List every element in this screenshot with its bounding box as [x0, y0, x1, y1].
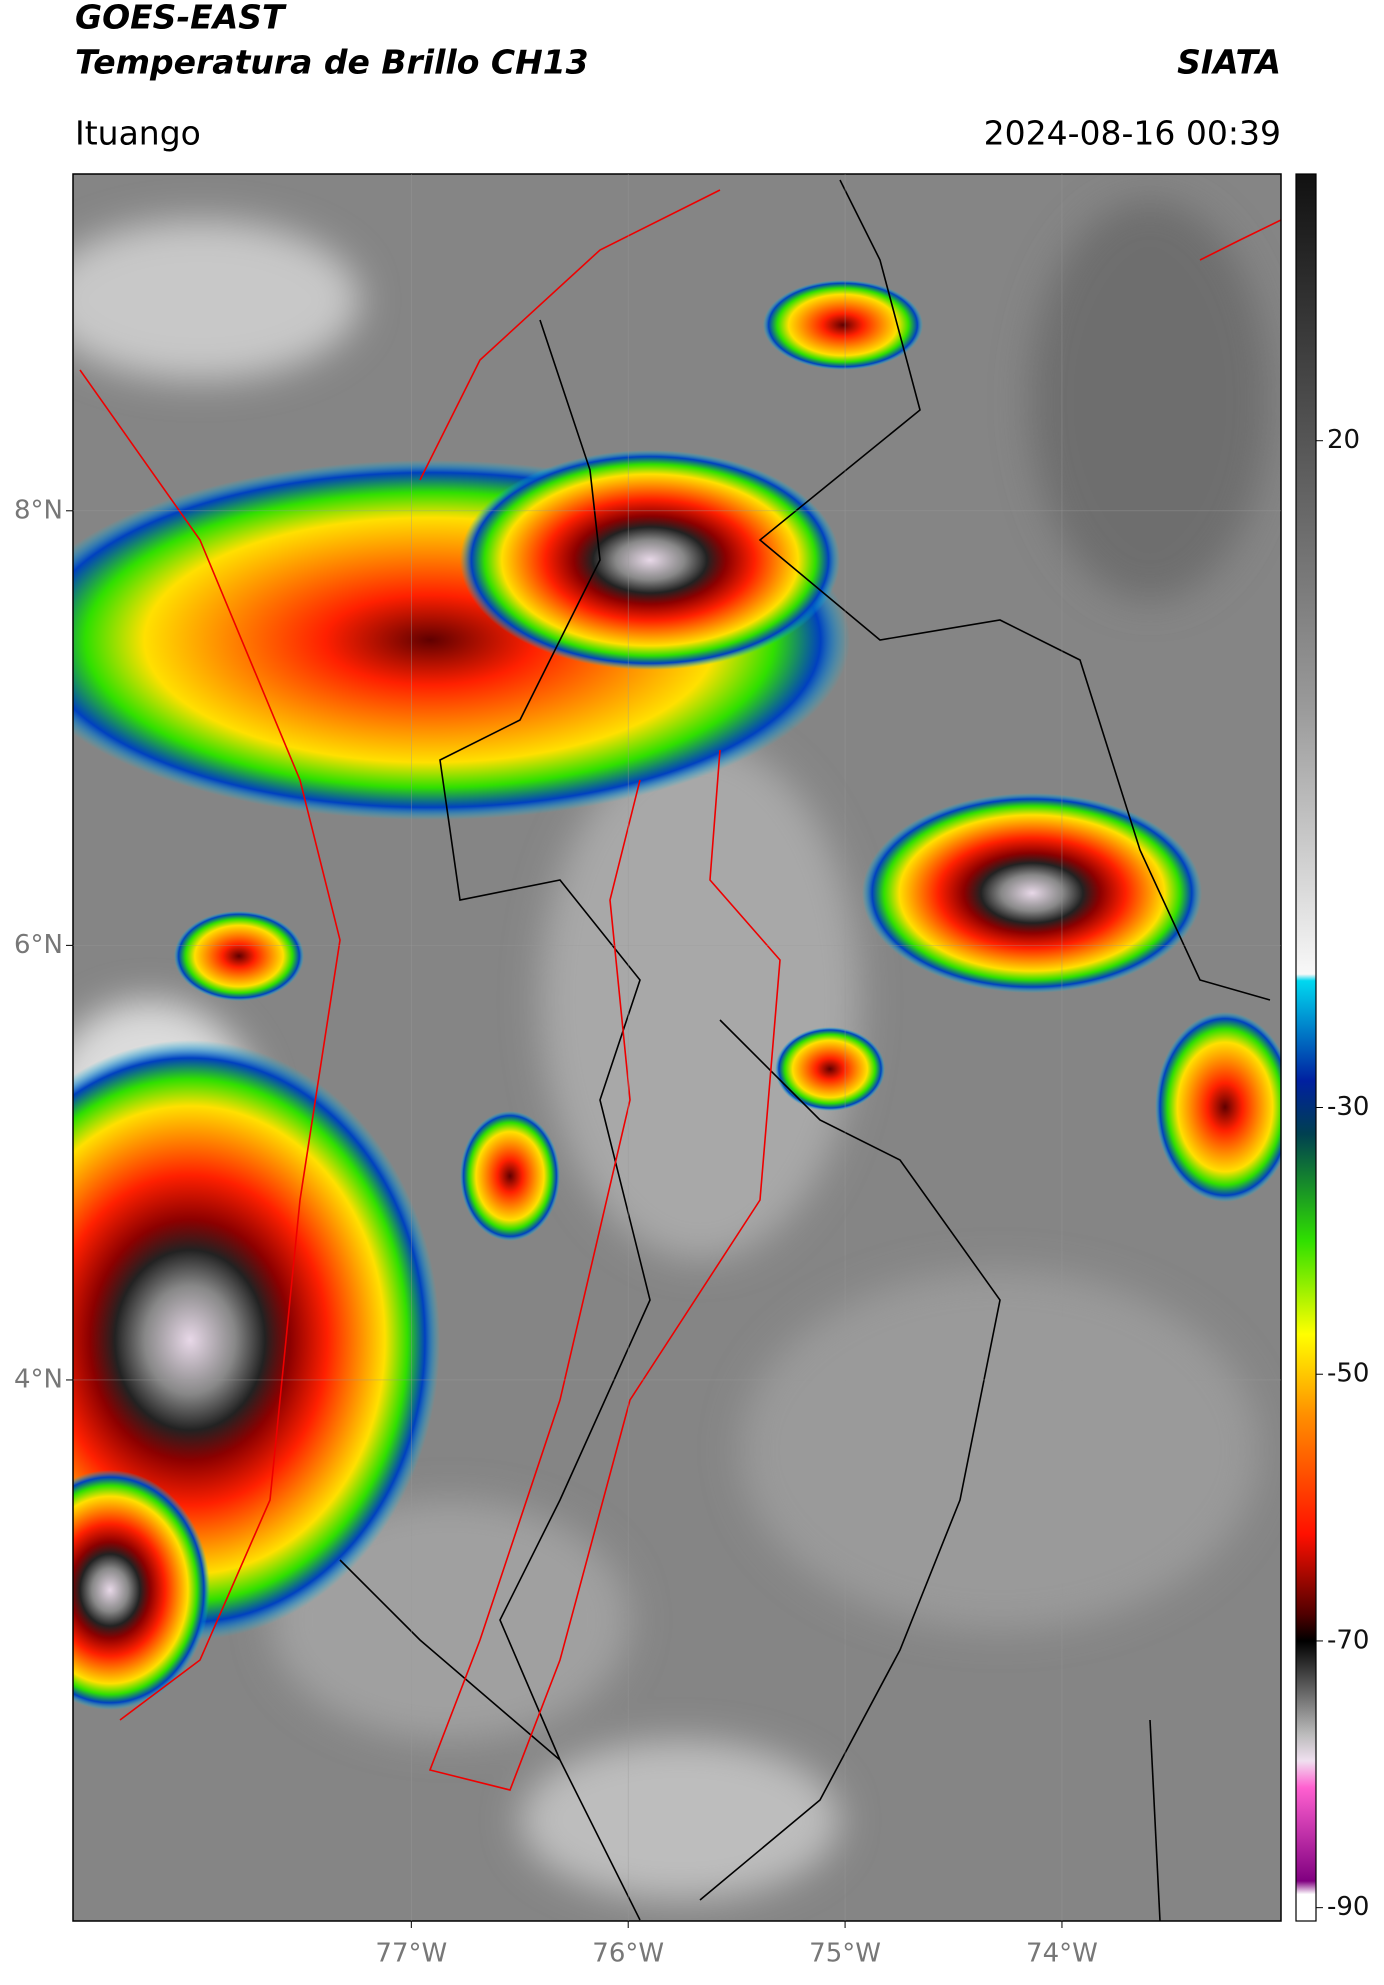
borders	[339, 179, 1271, 1921]
x-tick-label: 76°W	[592, 1939, 664, 1969]
colorbar-tick-label: 20	[1327, 425, 1360, 455]
colorbar	[1295, 173, 1317, 1922]
title-line-1: GOES-EAST	[75, 0, 287, 37]
cloud-texture	[73, 200, 1270, 1900]
red-borders	[79, 189, 1281, 1791]
storms	[73, 280, 1281, 1710]
x-tick-label: 77°W	[375, 1939, 447, 1969]
title-line-2: Temperatura de Brillo CH13	[75, 43, 589, 82]
y-tick-label: 6°N	[14, 930, 63, 960]
map-image	[73, 174, 1281, 1921]
map-frame	[72, 173, 1282, 1922]
colorbar-tick-label: -90	[1327, 1892, 1369, 1922]
x-tick-label: 74°W	[1026, 1939, 1098, 1969]
y-tick-label: 4°N	[14, 1364, 63, 1394]
location: Ituango	[75, 114, 201, 153]
colorbar-tick-label: -30	[1327, 1092, 1369, 1122]
colorbar-tick-label: -70	[1327, 1625, 1369, 1655]
agency: SIATA	[1177, 43, 1281, 82]
colorbar-tick-label: -50	[1327, 1359, 1369, 1389]
y-tick-label: 8°N	[14, 495, 63, 525]
datetime: 2024-08-16 00:39	[984, 114, 1281, 153]
x-tick-label: 75°W	[809, 1939, 881, 1969]
